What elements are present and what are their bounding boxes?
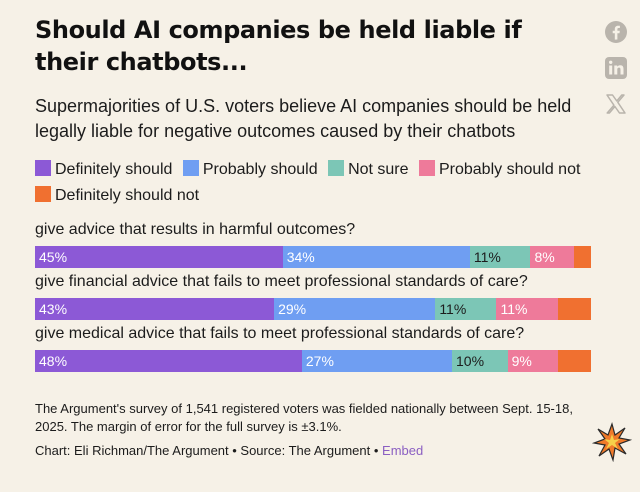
- credit-text: Chart: Eli Richman/The Argument • Source…: [35, 443, 383, 458]
- legend-label: Not sure: [348, 161, 409, 178]
- linkedin-share-button[interactable]: [604, 56, 628, 80]
- legend-label: Definitely should: [55, 161, 173, 178]
- the-argument-logo-icon: [591, 422, 633, 463]
- bar-segment: [452, 350, 509, 372]
- question-label: give medical advice that fails to meet p…: [35, 325, 525, 342]
- legend-item: Definitely should not: [35, 186, 200, 204]
- legend-item: Not sure: [328, 160, 409, 178]
- data-label: 45%: [39, 249, 68, 265]
- facebook-share-button[interactable]: [604, 20, 628, 44]
- legend-label: Probably should not: [438, 161, 581, 178]
- legend-item: Definitely should: [35, 160, 173, 178]
- bar-segment: [301, 350, 453, 372]
- bar-segment: [35, 350, 303, 372]
- data-label: 10%: [456, 353, 485, 369]
- chart-footer: The Argument's survey of 1,541 registere…: [35, 400, 595, 460]
- legend-swatch: [35, 160, 51, 176]
- bar-segment: [35, 246, 284, 268]
- stacked-bar: 43% 29% 11% 11%: [35, 298, 592, 320]
- data-label: 11%: [500, 301, 528, 317]
- embed-link[interactable]: Embed: [382, 443, 424, 458]
- linkedin-icon: [605, 57, 627, 79]
- bar-segment: [496, 298, 559, 320]
- stacked-bar: 48% 27% 10% 9%: [35, 350, 592, 372]
- x-share-button[interactable]: [604, 92, 628, 116]
- legend-swatch: [35, 186, 51, 202]
- legend-swatch: [328, 160, 345, 176]
- data-label: 27%: [305, 353, 334, 369]
- legend-item: Probably should: [182, 160, 318, 178]
- chart-title: Should AI companies be held liable if th…: [35, 16, 522, 76]
- data-label: 48%: [39, 353, 68, 369]
- data-label: 43%: [39, 301, 68, 317]
- bar-segment: [35, 298, 275, 320]
- bar-segment: [435, 298, 497, 320]
- x-icon: [606, 94, 626, 114]
- question-label: give financial advice that fails to meet…: [35, 273, 528, 290]
- bar-segment: [557, 298, 592, 320]
- bar-segment: [574, 246, 592, 268]
- stacked-bar-chart: give advice that results in harmful outc…: [35, 216, 592, 386]
- data-label: 34%: [286, 249, 315, 265]
- survey-note: The Argument's survey of 1,541 registere…: [35, 401, 573, 434]
- bar-segment: [282, 246, 471, 268]
- legend-label: Definitely should not: [55, 187, 200, 204]
- data-label: 9%: [511, 353, 532, 369]
- stacked-bar: 45% 34% 11% 8%: [35, 246, 592, 268]
- data-label: 29%: [278, 301, 307, 317]
- bar-segment: [530, 246, 575, 268]
- bar-segment: [507, 350, 559, 372]
- bar-segment: [469, 246, 531, 268]
- data-label: 11%: [439, 301, 467, 317]
- facebook-icon: [605, 21, 627, 43]
- legend-swatch: [182, 160, 199, 176]
- data-label: 8%: [534, 249, 555, 265]
- data-label: 11%: [473, 249, 501, 265]
- bar-segment: [557, 350, 592, 372]
- question-label: give advice that results in harmful outc…: [35, 221, 356, 238]
- legend-swatch: [418, 160, 435, 176]
- legend-item: Probably should not: [418, 160, 581, 178]
- chart-subtitle: Supermajorities of U.S. voters believe A…: [35, 96, 572, 141]
- bar-segment: [274, 298, 436, 320]
- chart-credit: Chart: Eli Richman/The Argument • Source…: [35, 442, 595, 460]
- chart-legend: Definitely should Probably should Not su…: [35, 157, 595, 209]
- legend-label: Probably should: [202, 161, 318, 178]
